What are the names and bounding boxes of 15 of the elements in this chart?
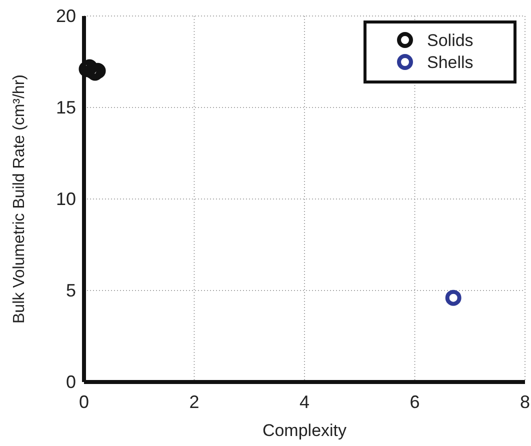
x-tick-label: 6 <box>410 392 420 412</box>
x-tick-label: 2 <box>189 392 200 412</box>
y-tick-label: 5 <box>66 280 76 300</box>
y-tick-label: 20 <box>56 6 76 26</box>
y-tick-label: 10 <box>56 189 76 209</box>
y-axis-title: Bulk Volumetric Build Rate (cm³/hr) <box>11 74 28 324</box>
legend-label: Solids <box>427 31 474 50</box>
y-tick-label: 0 <box>66 372 76 392</box>
x-axis-title: Complexity <box>262 421 348 440</box>
x-tick-label: 8 <box>520 392 530 412</box>
y-tick-label: 15 <box>56 98 76 118</box>
x-tick-label: 0 <box>78 392 90 412</box>
point <box>445 290 462 306</box>
x-tick-label: 4 <box>299 392 310 412</box>
legend-label: Shells <box>427 53 474 72</box>
